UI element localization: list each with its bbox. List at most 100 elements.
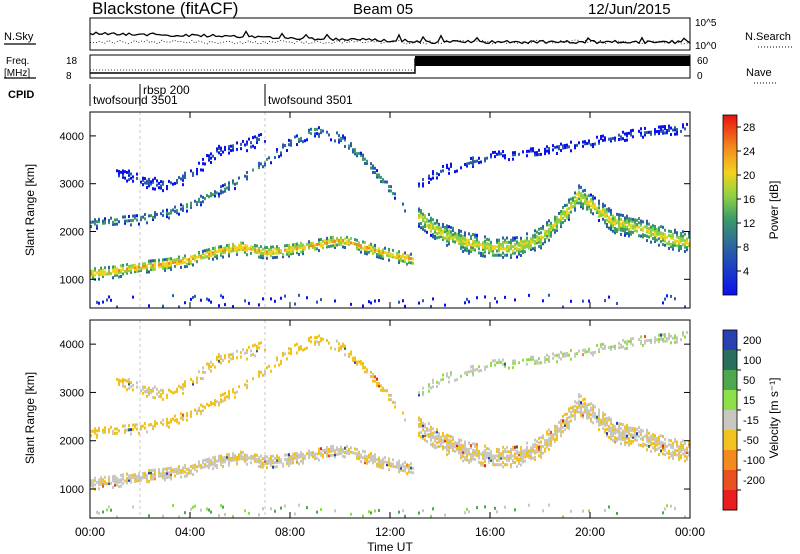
- power-cell: [668, 242, 670, 246]
- power-cell: [398, 258, 400, 262]
- power-cell: [642, 220, 644, 224]
- velocity-cell: [252, 353, 254, 357]
- velocity-cell: [516, 449, 518, 453]
- velocity-cell: [124, 378, 126, 382]
- velocity-cell: [298, 503, 300, 507]
- velocity-cb-segment: [723, 410, 737, 431]
- velocity-cell: [126, 388, 128, 392]
- power-cell: [160, 264, 162, 268]
- velocity-cell: [588, 349, 590, 353]
- power-cell: [484, 159, 486, 163]
- power-cell: [146, 264, 148, 268]
- power-cell: [108, 272, 110, 276]
- velocity-cell: [620, 442, 622, 446]
- velocity-cell: [148, 390, 150, 394]
- velocity-cell: [96, 480, 98, 484]
- velocity-cell: [678, 453, 680, 457]
- velocity-cell: [128, 380, 130, 384]
- power-cell: [456, 236, 458, 240]
- power-cell: [216, 250, 218, 254]
- velocity-cell: [644, 434, 646, 438]
- power-cell: [682, 243, 684, 247]
- power-cell: [220, 249, 222, 253]
- velocity-cb-segment: [723, 470, 737, 491]
- velocity-cell: [252, 457, 254, 461]
- power-cell: [176, 209, 178, 213]
- power-cell: [550, 232, 552, 236]
- power-cell: [270, 249, 272, 253]
- power-cell: [258, 133, 260, 137]
- power-cell: [170, 259, 172, 263]
- velocity-cell: [210, 461, 212, 465]
- power-cell: [352, 148, 354, 152]
- power-cell: [652, 224, 654, 228]
- power-cell: [672, 243, 674, 247]
- power-cell: [210, 249, 212, 253]
- power-cell: [146, 221, 148, 225]
- velocity-cell: [558, 420, 560, 424]
- power-cell: [158, 181, 160, 185]
- power-cell: [530, 243, 532, 247]
- velocity-cell: [424, 425, 426, 429]
- velocity-cell: [244, 457, 246, 461]
- velocity-cell: [618, 426, 620, 430]
- power-cell: [448, 233, 450, 237]
- power-cell: [422, 217, 424, 221]
- velocity-cell: [678, 456, 680, 460]
- velocity-cell: [656, 439, 658, 443]
- power-cell: [680, 240, 682, 244]
- power-cell: [500, 253, 502, 257]
- power-cell: [380, 249, 382, 253]
- power-cell: [582, 299, 584, 303]
- power-cell: [268, 250, 270, 254]
- power-cell: [220, 185, 222, 189]
- velocity-cell: [660, 445, 662, 449]
- velocity-cell: [276, 460, 278, 464]
- velocity-cell: [468, 370, 470, 374]
- velocity-cell: [442, 373, 444, 377]
- power-cell: [618, 228, 620, 232]
- power-cell: [382, 250, 384, 254]
- power-cell: [496, 240, 498, 244]
- velocity-cell: [228, 463, 230, 467]
- power-cell: [576, 201, 578, 205]
- power-cell: [656, 238, 658, 242]
- power-cell: [228, 151, 230, 155]
- velocity-cell: [342, 450, 344, 454]
- power-cell: [526, 149, 528, 153]
- power-cell: [102, 221, 104, 225]
- velocity-cell: [564, 412, 566, 416]
- velocity-cell: [570, 348, 572, 352]
- velocity-cell: [496, 454, 498, 458]
- velocity-cell: [146, 430, 148, 434]
- velocity-cell: [606, 427, 608, 431]
- power-cell: [624, 220, 626, 224]
- velocity-cell: [162, 422, 164, 426]
- power-cell: [162, 180, 164, 184]
- power-cell: [464, 233, 466, 237]
- power-cell: [162, 304, 164, 308]
- velocity-cell: [624, 440, 626, 444]
- velocity-cell: [446, 374, 448, 378]
- power-cell: [216, 256, 218, 260]
- power-cell: [500, 247, 502, 251]
- power-cell: [364, 245, 366, 249]
- velocity-cell: [462, 452, 464, 456]
- velocity-cell: [456, 444, 458, 448]
- velocity-cell: [686, 446, 688, 450]
- power-cell: [640, 219, 642, 223]
- velocity-cell: [120, 480, 122, 484]
- power-cell: [590, 210, 592, 214]
- velocity-cell: [430, 386, 432, 390]
- velocity-cell: [380, 463, 382, 467]
- velocity-cell: [630, 439, 632, 443]
- power-cell: [430, 220, 432, 224]
- power-cell: [176, 211, 178, 215]
- velocity-cell: [592, 351, 594, 355]
- velocity-cell: [114, 481, 116, 485]
- beam-title: Beam 05: [353, 1, 413, 18]
- power-cell: [408, 254, 410, 258]
- power-cell: [256, 138, 258, 142]
- velocity-cell: [220, 398, 222, 402]
- power-cell: [548, 230, 550, 234]
